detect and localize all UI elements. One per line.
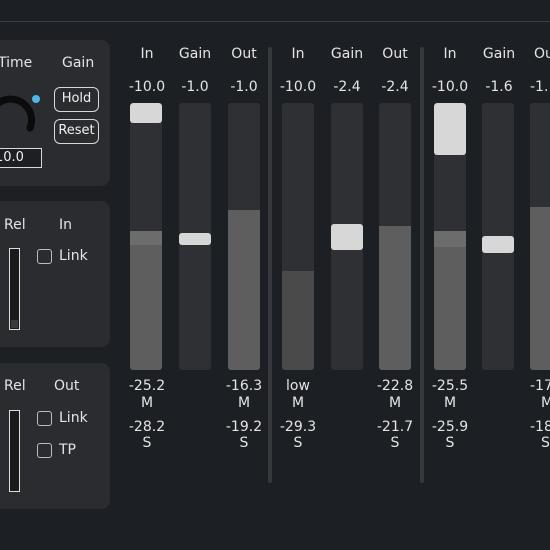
gain-column-label: Gain	[482, 46, 516, 62]
in-meter-fill	[282, 271, 314, 370]
out-extra-value: -19.2	[225, 419, 263, 435]
time-knob[interactable]	[0, 84, 44, 140]
out-rel-panel: Rel Out Link TP	[0, 363, 110, 509]
gain-column-label: Gain	[178, 46, 212, 62]
time-label: Time	[0, 55, 33, 71]
out-label: Out	[54, 378, 80, 394]
out-bottom-value: -22.8	[376, 378, 414, 394]
top-divider	[0, 21, 550, 22]
link-checkbox[interactable]	[37, 249, 52, 264]
in-meter-handle[interactable]	[434, 103, 466, 156]
out-column-label: Out	[231, 46, 257, 62]
rel-meter	[9, 410, 20, 492]
in-meter-fill	[434, 247, 466, 370]
in-rel-panel: Rel In Link	[0, 201, 110, 347]
out-meter-fill	[530, 207, 550, 370]
in-bottom-value: -25.5	[431, 378, 469, 394]
in-meter-peak	[434, 231, 466, 248]
out-extra-unit: S	[390, 435, 400, 451]
in-bottom-value: low	[286, 378, 310, 394]
gain-column-label: Gain	[330, 46, 364, 62]
time-gain-panel: Time Gain Hold Reset 10.0	[0, 40, 110, 186]
out-meter	[228, 103, 260, 370]
in-extra-value: -29.3	[279, 419, 317, 435]
in-extra-value: -28.2	[128, 419, 166, 435]
out-extra-unit: S	[239, 435, 249, 451]
tp-checkbox[interactable]	[37, 443, 52, 458]
in-label: In	[59, 217, 73, 233]
strip-separator	[268, 47, 272, 483]
gain-meter[interactable]	[331, 103, 363, 370]
in-bottom-unit: M	[140, 395, 154, 411]
gain-top-value: -1.6	[485, 79, 513, 95]
link-checkbox[interactable]	[37, 411, 52, 426]
in-extra-value: -25.9	[431, 419, 469, 435]
rel-meter	[9, 248, 20, 330]
out-top-value: -1.	[530, 79, 549, 95]
in-extra-unit: S	[445, 435, 455, 451]
gain-meter[interactable]	[482, 103, 514, 370]
gain-handle[interactable]	[331, 223, 363, 250]
out-bottom-unit: M	[541, 395, 550, 411]
gain-handle[interactable]	[482, 235, 514, 253]
rel-label: Rel	[4, 217, 26, 233]
gain-top-value: -2.4	[333, 79, 361, 95]
out-meter-fill	[379, 225, 411, 370]
link-label: Link	[59, 248, 88, 264]
in-meter[interactable]	[130, 103, 162, 370]
hold-button[interactable]: Hold	[54, 87, 99, 112]
knob-indicator-icon	[32, 95, 40, 103]
in-column-label: In	[443, 46, 457, 62]
link-label: Link	[59, 410, 88, 426]
in-meter	[282, 103, 314, 370]
in-column-label: In	[291, 46, 305, 62]
gain-label: Gain	[62, 55, 95, 71]
in-top-value: -10.0	[279, 79, 317, 95]
gain-meter[interactable]	[179, 103, 211, 370]
out-top-value: -2.4	[381, 79, 409, 95]
in-top-value: -10.0	[128, 79, 166, 95]
out-bottom-unit: M	[237, 395, 251, 411]
out-extra-unit: S	[541, 435, 550, 451]
in-bottom-unit: M	[443, 395, 457, 411]
rel-label: Rel	[4, 378, 26, 394]
tp-label: TP	[59, 442, 76, 458]
out-meter	[530, 103, 550, 370]
in-meter[interactable]	[434, 103, 466, 370]
in-meter-handle[interactable]	[130, 103, 162, 123]
out-meter-fill	[228, 209, 260, 370]
out-column-label: Out	[534, 46, 550, 62]
in-bottom-value: -25.2	[128, 378, 166, 394]
reset-button[interactable]: Reset	[54, 119, 99, 144]
out-extra-value: -18.	[530, 419, 550, 435]
out-bottom-value: -16.3	[225, 378, 263, 394]
gain-handle[interactable]	[179, 232, 211, 245]
in-extra-unit: S	[293, 435, 303, 451]
in-meter-peak	[130, 231, 162, 245]
gain-top-value: -1.0	[181, 79, 209, 95]
out-extra-value: -21.7	[376, 419, 414, 435]
out-bottom-unit: M	[388, 395, 402, 411]
out-column-label: Out	[382, 46, 408, 62]
in-column-label: In	[140, 46, 154, 62]
out-meter	[379, 103, 411, 370]
in-extra-unit: S	[142, 435, 152, 451]
out-bottom-value: -17.	[530, 378, 550, 394]
time-value-field[interactable]: 10.0	[0, 148, 42, 168]
in-top-value: -10.0	[431, 79, 469, 95]
in-meter-fill	[130, 244, 162, 370]
in-bottom-unit: M	[291, 395, 305, 411]
strip-separator	[420, 47, 424, 483]
out-top-value: -1.0	[230, 79, 258, 95]
